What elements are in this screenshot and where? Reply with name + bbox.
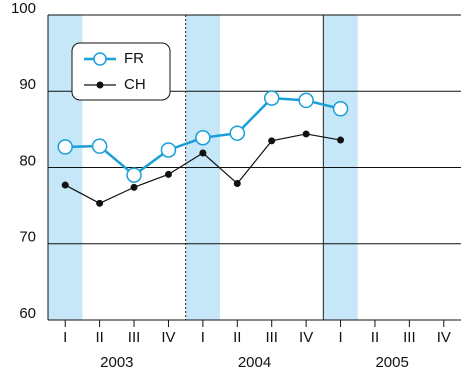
point [164,170,172,178]
x-tick-label: I [201,329,205,346]
x-tick-label: III [128,329,141,346]
x-tick-label: IV [299,329,313,346]
point [199,149,207,157]
x-tick-label: III [403,329,416,346]
point [195,130,211,146]
point [332,101,349,117]
year-label: 2003 [100,354,133,371]
legend-marker [93,52,107,66]
x-tick-label: III [265,329,278,346]
x-tick-label: II [233,329,241,346]
point [302,130,310,138]
point [229,125,246,141]
point [61,181,69,189]
x-tick-label: II [95,329,103,346]
legend-label: FR [124,50,144,67]
point [57,139,73,155]
y-tick-label: 100 [11,0,36,17]
point [263,90,280,106]
year-label: 2004 [238,354,271,371]
y-tick-label: 80 [19,152,36,169]
y-tick-label: 70 [19,229,36,246]
x-tick-label: I [63,329,67,346]
point [130,183,138,191]
point [126,167,142,183]
x-tick-label: II [371,329,379,346]
point [268,137,276,145]
legend-label: CH [124,76,146,93]
point [96,199,104,207]
x-tick-label: IV [437,329,451,346]
point [298,92,314,109]
point [233,180,241,188]
point [160,142,177,158]
x-tick-label: I [338,329,342,346]
x-tick-label: IV [161,329,175,346]
year-label: 2005 [375,354,408,371]
y-tick-label: 90 [19,76,36,93]
legend-marker [96,81,104,89]
y-tick-label: 60 [19,305,36,322]
point [337,136,345,144]
point [91,138,108,154]
legend-box [71,42,171,101]
